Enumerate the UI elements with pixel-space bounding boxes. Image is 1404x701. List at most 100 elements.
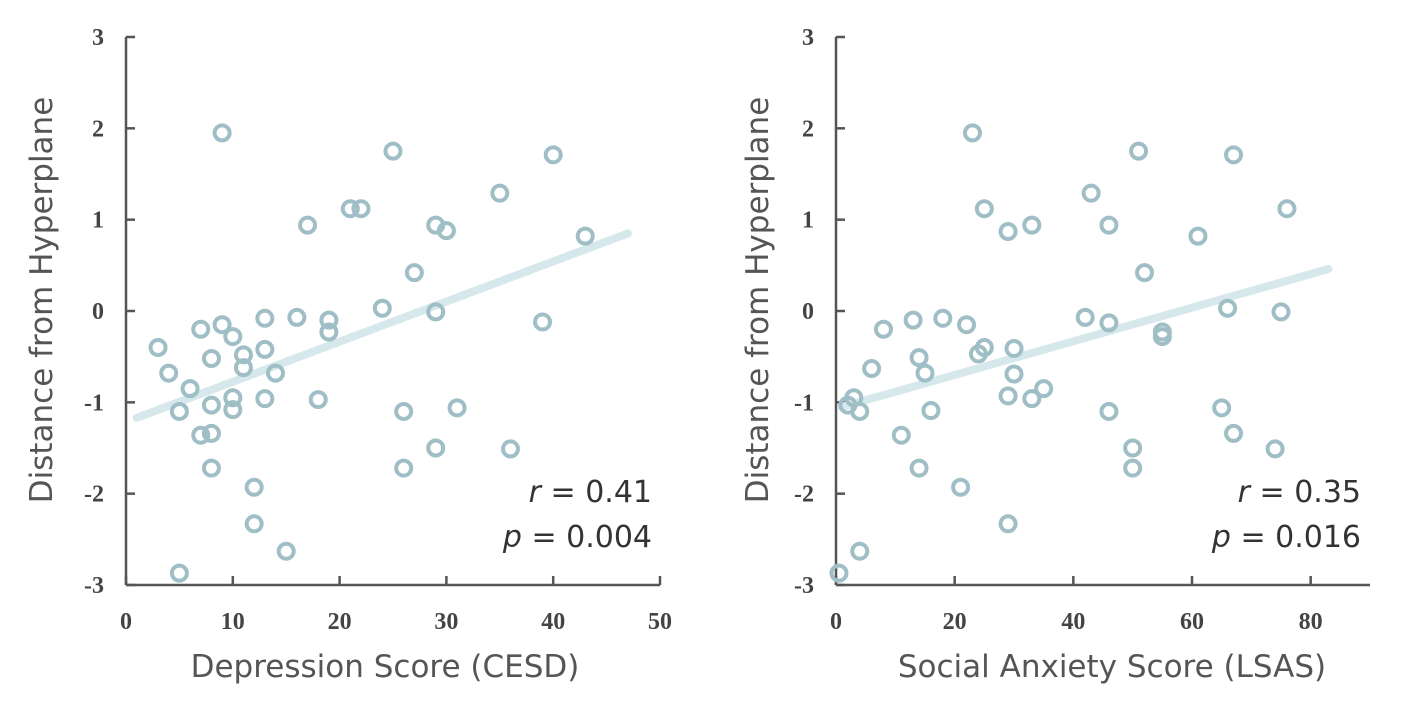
data-point — [201, 458, 221, 478]
data-point — [394, 458, 414, 478]
trend-line — [837, 264, 1333, 411]
y-axis-title: Distance from Hyperplane — [740, 97, 776, 504]
chart-panel-depression: Distance from Hyperplane Depression Scor… — [24, 25, 672, 685]
data-point — [169, 401, 189, 421]
data-point — [1022, 389, 1042, 409]
data-point — [1004, 364, 1024, 384]
data-point — [1022, 215, 1042, 235]
y-tick-label: 0 — [92, 299, 104, 325]
data-point — [159, 363, 179, 383]
data-point — [298, 215, 318, 235]
data-point — [319, 310, 339, 330]
data-point — [575, 226, 595, 246]
x-tick-label: 40 — [541, 609, 565, 635]
data-point — [1099, 215, 1119, 235]
data-point — [998, 386, 1018, 406]
data-point — [287, 307, 307, 327]
data-point — [223, 400, 243, 420]
data-point — [447, 398, 467, 418]
data-point — [1123, 458, 1143, 478]
x-tick-label: 20 — [943, 609, 967, 635]
data-point — [351, 199, 371, 219]
data-point — [255, 339, 275, 359]
y-tick-label: 2 — [92, 116, 104, 142]
data-point — [1004, 338, 1024, 358]
y-tick-label: 1 — [92, 208, 104, 234]
data-point — [319, 322, 339, 342]
x-tick-label: 50 — [648, 609, 672, 635]
data-point — [201, 395, 221, 415]
data-point — [1224, 423, 1244, 443]
data-point — [891, 425, 911, 445]
data-point — [148, 338, 168, 358]
data-point — [533, 312, 553, 332]
y-tick-label: 1 — [802, 208, 814, 234]
data-point — [957, 315, 977, 335]
data-point — [1224, 145, 1244, 165]
x-tick-label: 10 — [221, 609, 245, 635]
x-tick-label: 60 — [1180, 609, 1204, 635]
data-point — [244, 477, 264, 497]
data-point — [233, 358, 253, 378]
y-tick-label: -3 — [84, 573, 104, 599]
data-point — [543, 145, 563, 165]
data-point — [873, 319, 893, 339]
data-point — [426, 302, 446, 322]
data-point — [223, 327, 243, 347]
x-axis-title: Depression Score (CESD) — [191, 649, 580, 685]
data-point — [1099, 313, 1119, 333]
data-point — [500, 439, 520, 459]
data-point — [201, 423, 221, 443]
r-statistic: r = 0.35 — [1238, 475, 1361, 510]
x-tick-label: 40 — [1061, 609, 1085, 635]
y-tick-label: -2 — [84, 482, 104, 508]
data-point — [426, 438, 446, 458]
data-point — [1034, 379, 1054, 399]
x-tick-label: 0 — [120, 609, 132, 635]
x-axis-title: Social Anxiety Score (LSAS) — [898, 649, 1326, 685]
data-point — [1075, 307, 1095, 327]
data-point — [850, 541, 870, 561]
data-point — [223, 388, 243, 408]
y-tick-label: 2 — [802, 116, 814, 142]
data-point — [1188, 226, 1208, 246]
y-tick-label: -1 — [84, 390, 104, 416]
data-point — [1129, 141, 1149, 161]
data-point — [1277, 199, 1297, 219]
data-point — [998, 514, 1018, 534]
data-point — [962, 123, 982, 143]
data-point — [436, 221, 456, 241]
data-point — [276, 541, 296, 561]
data-point — [974, 199, 994, 219]
y-tick-label: -1 — [794, 390, 814, 416]
x-tick-label: 30 — [434, 609, 458, 635]
x-tick-label: 20 — [328, 609, 352, 635]
data-point — [308, 390, 328, 410]
p-statistic: p = 0.004 — [502, 520, 652, 555]
data-point — [1271, 302, 1291, 322]
data-point — [1123, 438, 1143, 458]
data-point — [212, 315, 232, 335]
data-point — [394, 401, 414, 421]
data-point — [903, 310, 923, 330]
x-tick-label: 80 — [1299, 609, 1323, 635]
data-point — [862, 359, 882, 379]
y-axis-title: Distance from Hyperplane — [24, 97, 60, 504]
data-point — [201, 348, 221, 368]
data-point — [404, 263, 424, 283]
data-point — [1099, 401, 1119, 421]
data-point — [921, 401, 941, 421]
y-tick-label: -2 — [794, 482, 814, 508]
data-point — [850, 401, 870, 421]
data-point — [490, 183, 510, 203]
data-point — [1212, 398, 1232, 418]
data-point — [1152, 327, 1172, 347]
chart-panel-social-anxiety: Distance from Hyperplane Social Anxiety … — [740, 25, 1370, 685]
y-tick-label: 0 — [802, 299, 814, 325]
data-point — [372, 298, 392, 318]
y-tick-label: -3 — [794, 573, 814, 599]
y-tick-label: 3 — [92, 25, 104, 51]
r-statistic: r = 0.41 — [529, 475, 652, 510]
data-point — [180, 379, 200, 399]
